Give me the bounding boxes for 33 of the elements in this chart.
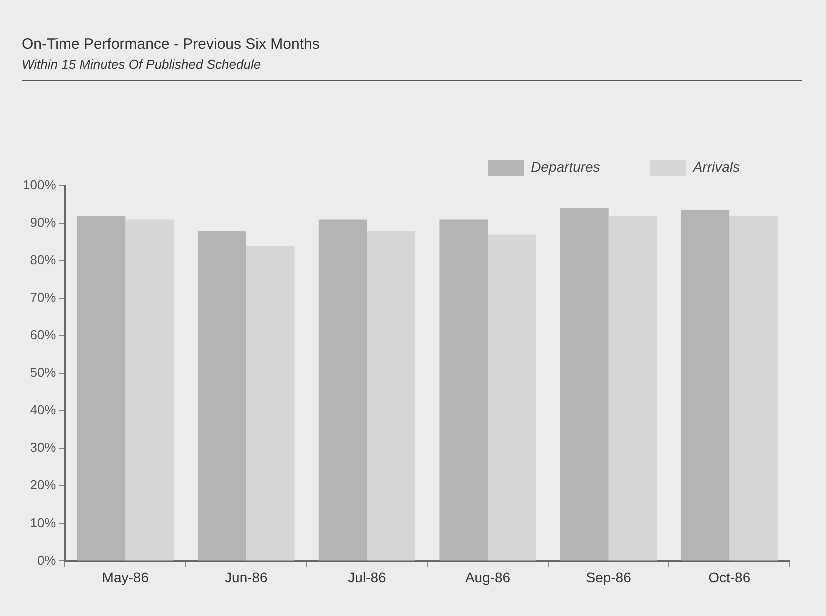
legend-label: Arrivals (692, 158, 740, 175)
x-tick-label: Aug-86 (465, 569, 511, 586)
bar (608, 216, 658, 561)
bar (77, 216, 126, 561)
x-tick-label: Sep-86 (586, 569, 632, 586)
y-tick-label: 80% (30, 252, 57, 268)
y-tick-label: 50% (30, 365, 57, 380)
bar (126, 220, 174, 561)
bar (440, 220, 488, 561)
x-tick-label: Oct-86 (708, 569, 751, 586)
bar (730, 216, 778, 561)
y-tick-label: 0% (37, 552, 57, 568)
y-tick-label: 30% (30, 440, 57, 456)
y-tick-label: 90% (30, 215, 57, 230)
legend-label: Departures (531, 158, 600, 175)
y-tick-label: 10% (30, 515, 57, 530)
y-tick-label: 70% (30, 290, 57, 306)
x-tick-label: Jul-86 (348, 569, 387, 586)
bar (198, 231, 246, 561)
x-tick-label: Jun-86 (225, 569, 268, 586)
bar (318, 220, 368, 561)
y-tick-label: 100% (23, 178, 57, 193)
y-tick-label: 60% (30, 328, 57, 343)
chart-subtitle: Within 15 Minutes Of Published Schedule (22, 57, 262, 72)
bar (488, 234, 536, 561)
bar (681, 210, 730, 561)
bar (560, 208, 609, 561)
x-tick-label: May-86 (102, 569, 150, 586)
bar (246, 246, 295, 561)
y-tick-label: 40% (30, 402, 57, 418)
y-tick-label: 20% (30, 478, 57, 493)
bar (367, 231, 416, 561)
chart-title: On-Time Performance - Previous Six Months (22, 36, 321, 53)
